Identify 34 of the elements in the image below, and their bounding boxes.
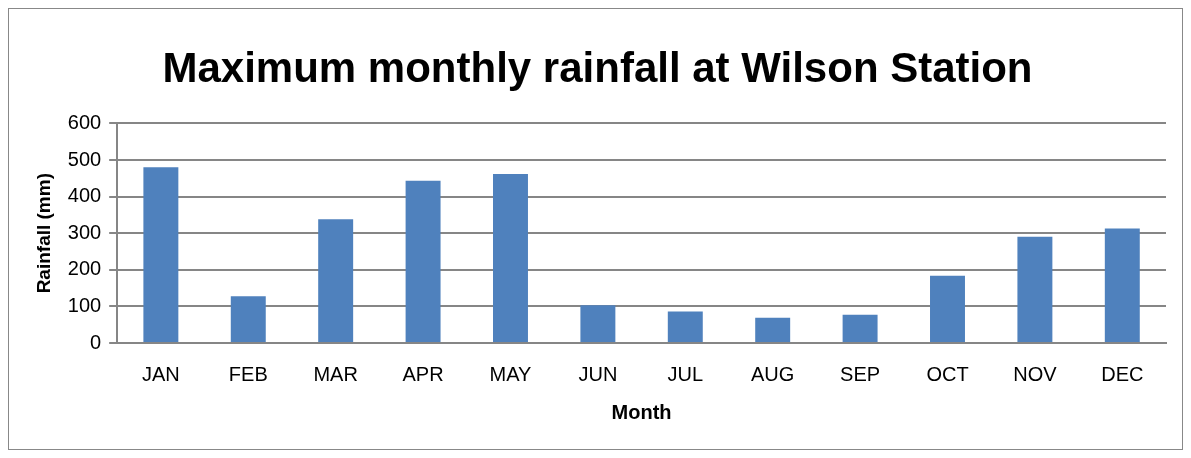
x-tick-label: SEP [840,362,881,385]
x-tick-label: FEB [228,362,268,385]
y-tick-label: 200 [67,257,102,280]
y-tick-label: 100 [67,293,102,316]
y-tick-label: 400 [67,184,102,207]
bar [143,167,179,342]
x-tick-label: AUG [751,362,795,385]
bar [755,317,791,342]
bar [930,275,965,342]
y-tick-label: 600 [67,110,102,133]
x-tick-label: MAR [313,362,358,385]
y-tick-label: 0 [90,330,102,353]
y-tick-label: 300 [67,220,102,243]
y-axis-title: Rainfall (mm) [32,173,54,294]
bar [842,314,878,342]
x-tick-label: MAY [489,362,532,385]
y-tick-label: 500 [67,147,102,170]
x-tick-label: JAN [141,362,180,385]
bar [1017,236,1053,342]
x-axis-title: Month [611,400,672,423]
bar [580,305,616,342]
bar [1104,228,1140,342]
x-tick-label: NOV [1013,362,1058,385]
chart-title: Maximum monthly rainfall at Wilson Station [162,43,1033,91]
x-tick-label: APR [402,362,444,385]
x-tick-label: JUL [667,362,704,385]
bar [667,311,703,342]
bar [405,180,441,342]
x-tick-label: DEC [1101,362,1144,385]
x-tick-label: OCT [926,362,969,385]
bar [493,173,528,342]
bar [318,219,354,342]
x-tick-label: JUN [578,362,618,385]
bar [230,296,266,342]
